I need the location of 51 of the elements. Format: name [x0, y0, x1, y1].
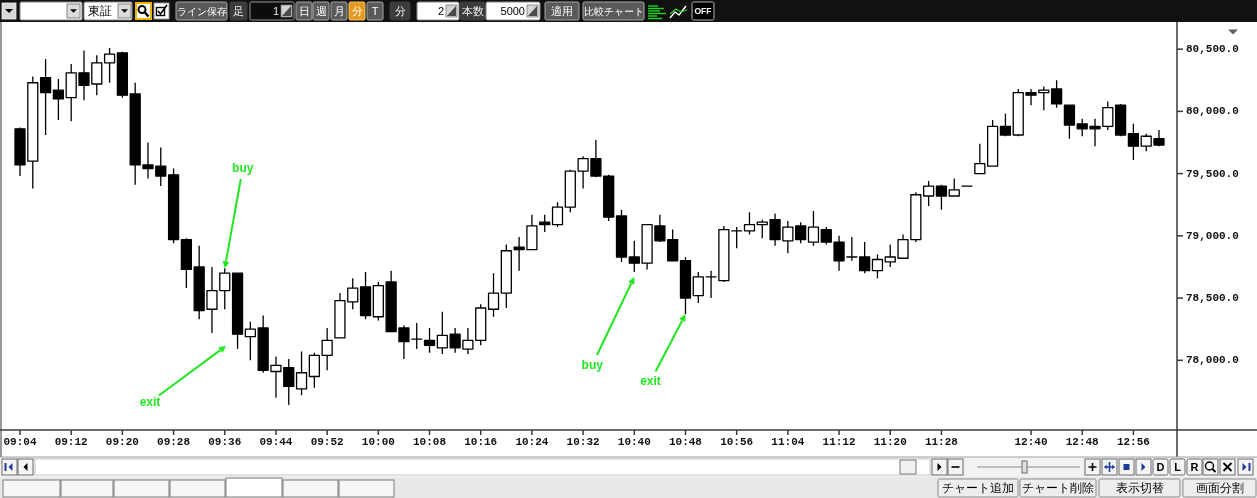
- button: 画面分割: [1182, 478, 1257, 498]
- x-tick-label: 10:08: [413, 436, 447, 448]
- y-tick-label: 78,500.0: [1186, 292, 1239, 305]
- x-tick-label: 09:44: [259, 436, 293, 448]
- y-tick-label: 79,500.0: [1186, 167, 1239, 180]
- button: 分: [348, 1, 366, 21]
- label: 本数: [459, 1, 486, 21]
- button: チャート追加: [937, 478, 1019, 498]
- annotation: buy: [232, 161, 254, 176]
- annotation: buy: [581, 357, 604, 372]
- button: 月: [330, 1, 348, 21]
- button: 週: [312, 1, 330, 21]
- label: 分: [389, 1, 411, 21]
- x-tick-label: 09:36: [208, 436, 242, 448]
- annotation: exit: [640, 374, 661, 389]
- x-tick-label: 10:32: [566, 436, 600, 448]
- button: L: [1169, 458, 1186, 476]
- annotation: exit: [139, 395, 161, 409]
- x-tick-label: 10:16: [464, 436, 498, 448]
- x-tick-label: 09:12: [54, 436, 88, 448]
- x-tick-label: 10:40: [617, 436, 651, 448]
- x-tick-label: 10:48: [668, 436, 703, 448]
- button: R: [1186, 458, 1203, 476]
- y-tick-label: 79,000.0: [1186, 229, 1239, 242]
- x-tick-label: 10:00: [361, 436, 395, 448]
- x-tick-label: 12:40: [1014, 436, 1048, 448]
- button: チャート削除: [1019, 478, 1097, 498]
- button: 適用: [544, 1, 580, 21]
- x-tick-label: 11:04: [771, 436, 805, 448]
- x-tick-label: 11:20: [873, 436, 907, 448]
- button: D: [1152, 458, 1169, 476]
- button: ライン保存: [175, 1, 228, 21]
- button: 表示切替: [1098, 478, 1181, 498]
- button: 比較チャート: [582, 1, 645, 21]
- x-tick-label: 09:28: [157, 436, 191, 448]
- x-tick-label: 09:52: [310, 436, 344, 448]
- x-tick-label: 10:56: [720, 436, 754, 448]
- x-tick-label: 10:24: [515, 436, 549, 448]
- x-tick-label: 12:48: [1065, 436, 1100, 448]
- button: T: [366, 1, 384, 21]
- x-tick-label: 09:04: [3, 436, 37, 448]
- button: OFF: [691, 1, 715, 21]
- button: 日: [295, 1, 313, 21]
- x-tick-label: 12:56: [1116, 436, 1150, 448]
- x-tick-label: 09:20: [105, 436, 139, 448]
- label: 足: [229, 1, 248, 21]
- x-tick-label: 11:12: [822, 436, 856, 448]
- y-tick-label: 80,000.0: [1186, 105, 1239, 118]
- y-tick-label: 80,500.0: [1186, 43, 1239, 56]
- y-tick-label: 78,000.0: [1186, 354, 1239, 367]
- x-tick-label: 11:28: [924, 436, 959, 448]
